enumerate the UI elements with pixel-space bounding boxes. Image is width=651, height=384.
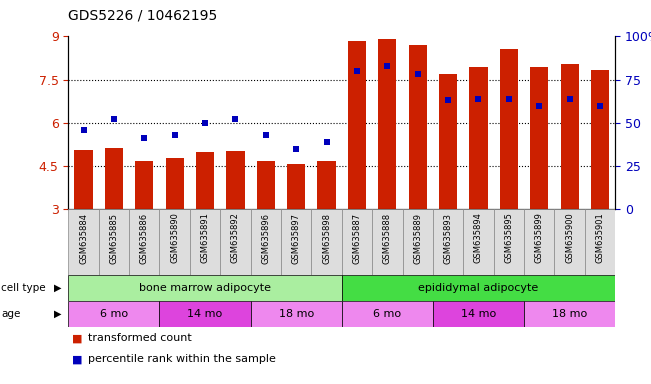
Bar bbox=[68, 209, 99, 275]
Bar bbox=[433, 301, 524, 327]
Text: GSM635887: GSM635887 bbox=[352, 213, 361, 264]
Point bbox=[595, 103, 605, 109]
Bar bbox=[372, 209, 402, 275]
Bar bbox=[555, 209, 585, 275]
Point bbox=[382, 63, 393, 69]
Text: GSM635884: GSM635884 bbox=[79, 213, 88, 263]
Bar bbox=[409, 45, 427, 209]
Point bbox=[473, 96, 484, 102]
Text: 6 mo: 6 mo bbox=[373, 309, 402, 319]
Text: GSM635889: GSM635889 bbox=[413, 213, 422, 263]
Point bbox=[291, 146, 301, 152]
Point bbox=[413, 71, 423, 78]
Bar bbox=[165, 158, 184, 209]
Bar bbox=[68, 275, 342, 301]
Text: GSM635895: GSM635895 bbox=[505, 213, 514, 263]
Point bbox=[78, 127, 89, 133]
Text: GSM635885: GSM635885 bbox=[109, 213, 118, 263]
Text: GSM635896: GSM635896 bbox=[261, 213, 270, 263]
Text: ▶: ▶ bbox=[54, 309, 62, 319]
Bar bbox=[591, 71, 609, 209]
Bar bbox=[251, 209, 281, 275]
Bar bbox=[348, 41, 366, 209]
Text: GDS5226 / 10462195: GDS5226 / 10462195 bbox=[68, 8, 217, 22]
Bar bbox=[464, 209, 493, 275]
Bar bbox=[439, 74, 457, 209]
Bar bbox=[129, 209, 159, 275]
Bar bbox=[190, 209, 220, 275]
Point bbox=[504, 96, 514, 102]
Text: 14 mo: 14 mo bbox=[187, 309, 223, 319]
Bar bbox=[220, 209, 251, 275]
Text: GSM635893: GSM635893 bbox=[443, 213, 452, 263]
Bar bbox=[493, 209, 524, 275]
Text: cell type: cell type bbox=[1, 283, 46, 293]
Bar bbox=[318, 161, 336, 209]
Bar bbox=[227, 151, 245, 209]
Bar bbox=[281, 209, 311, 275]
Point bbox=[534, 103, 544, 109]
Point bbox=[322, 139, 332, 145]
Point bbox=[352, 68, 362, 74]
Text: bone marrow adipocyte: bone marrow adipocyte bbox=[139, 283, 271, 293]
Point bbox=[230, 116, 241, 122]
Bar bbox=[68, 301, 159, 327]
Bar bbox=[585, 209, 615, 275]
Text: GSM635897: GSM635897 bbox=[292, 213, 301, 263]
Bar bbox=[74, 150, 92, 209]
Text: ▶: ▶ bbox=[54, 283, 62, 293]
Point bbox=[109, 116, 119, 122]
Text: 6 mo: 6 mo bbox=[100, 309, 128, 319]
Bar bbox=[433, 209, 464, 275]
Point bbox=[443, 98, 453, 104]
Bar bbox=[524, 209, 555, 275]
Text: GSM635900: GSM635900 bbox=[565, 213, 574, 263]
Bar bbox=[530, 67, 548, 209]
Point bbox=[200, 120, 210, 126]
Bar bbox=[402, 209, 433, 275]
Bar bbox=[105, 148, 123, 209]
Bar bbox=[311, 209, 342, 275]
Text: ■: ■ bbox=[72, 333, 82, 343]
Bar bbox=[99, 209, 129, 275]
Text: ■: ■ bbox=[72, 354, 82, 364]
Text: GSM635892: GSM635892 bbox=[231, 213, 240, 263]
Bar bbox=[251, 301, 342, 327]
Text: percentile rank within the sample: percentile rank within the sample bbox=[88, 354, 276, 364]
Bar bbox=[256, 161, 275, 209]
Text: 18 mo: 18 mo bbox=[552, 309, 587, 319]
Bar bbox=[500, 50, 518, 209]
Bar bbox=[342, 209, 372, 275]
Bar bbox=[159, 301, 251, 327]
Text: 18 mo: 18 mo bbox=[279, 309, 314, 319]
Bar bbox=[524, 301, 615, 327]
Text: 14 mo: 14 mo bbox=[461, 309, 496, 319]
Point bbox=[260, 132, 271, 138]
Bar bbox=[342, 301, 433, 327]
Text: age: age bbox=[1, 309, 21, 319]
Bar bbox=[561, 64, 579, 209]
Text: GSM635890: GSM635890 bbox=[170, 213, 179, 263]
Point bbox=[169, 132, 180, 138]
Point bbox=[564, 96, 575, 102]
Bar bbox=[469, 67, 488, 209]
Text: GSM635891: GSM635891 bbox=[201, 213, 210, 263]
Bar bbox=[159, 209, 190, 275]
Text: GSM635901: GSM635901 bbox=[596, 213, 605, 263]
Bar bbox=[287, 164, 305, 209]
Bar bbox=[378, 40, 396, 209]
Bar bbox=[196, 152, 214, 209]
Text: GSM635888: GSM635888 bbox=[383, 213, 392, 264]
Text: transformed count: transformed count bbox=[88, 333, 191, 343]
Bar bbox=[135, 161, 154, 209]
Text: epididymal adipocyte: epididymal adipocyte bbox=[419, 283, 538, 293]
Bar bbox=[342, 275, 615, 301]
Point bbox=[139, 136, 150, 142]
Text: GSM635899: GSM635899 bbox=[534, 213, 544, 263]
Text: GSM635886: GSM635886 bbox=[140, 213, 149, 264]
Text: GSM635894: GSM635894 bbox=[474, 213, 483, 263]
Text: GSM635898: GSM635898 bbox=[322, 213, 331, 263]
